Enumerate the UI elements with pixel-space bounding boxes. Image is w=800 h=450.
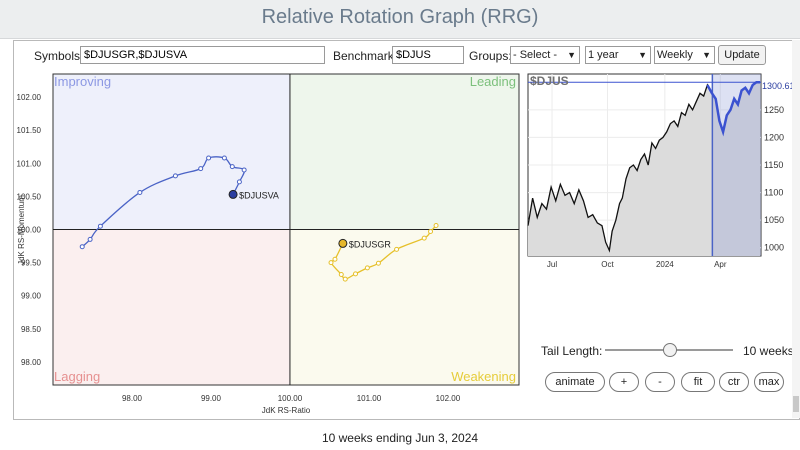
y-tick-label: 102.00 bbox=[17, 93, 42, 102]
series-tail-point bbox=[172, 173, 178, 179]
benchmark-area-fill bbox=[528, 82, 761, 256]
update-button[interactable]: Update bbox=[718, 45, 766, 65]
y-tick-label: 99.00 bbox=[21, 292, 42, 301]
benchmark-x-tick-label: 2024 bbox=[656, 260, 674, 269]
x-tick-label: 102.00 bbox=[436, 394, 461, 403]
tail-length-label: Tail Length: bbox=[541, 344, 603, 358]
series-tail-point bbox=[364, 265, 370, 271]
benchmark-y-tick-label: 1250 bbox=[764, 105, 784, 115]
series-tail-point bbox=[328, 260, 334, 266]
benchmark-x-tick-label: Apr bbox=[714, 260, 727, 269]
quadrant-label-leading: Leading bbox=[470, 74, 516, 89]
series-tail-point bbox=[221, 155, 227, 161]
benchmark-y-tick-label: 1100 bbox=[764, 188, 783, 198]
benchmark-symbol: $DJUS bbox=[530, 74, 569, 88]
chevron-down-icon: ▼ bbox=[567, 50, 576, 60]
y-tick-label: 101.00 bbox=[17, 159, 42, 168]
center-button[interactable]: ctr bbox=[719, 372, 749, 392]
frequency-select[interactable]: Weekly ▼ bbox=[654, 46, 715, 64]
quadrant-label-improving: Improving bbox=[54, 74, 111, 89]
y-tick-label: 100.00 bbox=[17, 226, 42, 235]
frequency-select-value: Weekly bbox=[657, 49, 693, 61]
series-tail-point bbox=[236, 179, 242, 185]
groups-select-value: - Select - bbox=[513, 49, 558, 61]
series-tail-point bbox=[353, 271, 359, 277]
scrollbar[interactable] bbox=[792, 40, 800, 418]
benchmark-label: Benchmark: bbox=[333, 49, 398, 63]
zoom-in-button[interactable]: + bbox=[609, 372, 639, 392]
series-tail-point bbox=[338, 271, 344, 277]
x-tick-label: 99.00 bbox=[201, 394, 222, 403]
benchmark-line-highlight bbox=[706, 81, 761, 137]
series-tail-point bbox=[97, 223, 103, 229]
series-tail-point bbox=[433, 223, 439, 229]
series-tail-point bbox=[241, 167, 247, 173]
quadrant-leading bbox=[289, 74, 519, 230]
y-tick-label: 98.50 bbox=[21, 325, 42, 334]
tail-length-slider-thumb[interactable] bbox=[663, 343, 677, 357]
series-tail-point bbox=[198, 166, 204, 172]
max-button[interactable]: max bbox=[754, 372, 784, 392]
series-tail-point bbox=[332, 256, 338, 262]
chevron-down-icon: ▼ bbox=[638, 50, 647, 60]
fit-button[interactable]: fit bbox=[681, 372, 715, 392]
quadrant-lagging bbox=[53, 229, 290, 385]
groups-label: Groups: bbox=[469, 49, 512, 63]
series-tail-point bbox=[421, 235, 427, 241]
period-select-value: 1 year bbox=[588, 49, 619, 61]
page-title: Relative Rotation Graph (RRG) bbox=[261, 6, 539, 28]
quadrant-weakening bbox=[289, 229, 519, 385]
scrollbar-thumb[interactable] bbox=[793, 396, 799, 412]
benchmark-input[interactable] bbox=[392, 46, 464, 64]
series-tail-point bbox=[79, 244, 85, 250]
x-tick-label: 101.00 bbox=[357, 394, 382, 403]
footer-caption: 10 weeks ending Jun 3, 2024 bbox=[321, 431, 479, 445]
series-tail-point bbox=[229, 164, 235, 170]
benchmark-y-tick-label: 1050 bbox=[764, 215, 784, 225]
benchmark-line bbox=[527, 83, 713, 253]
x-axis-label: JdK RS-Ratio bbox=[262, 406, 311, 415]
quadrant-label-weakening: Weakening bbox=[451, 369, 516, 384]
series-tail-point bbox=[375, 260, 381, 266]
groups-select[interactable]: - Select - ▼ bbox=[510, 46, 580, 64]
benchmark-last-value: 1300.61 bbox=[762, 81, 795, 91]
series-label: $DJUSGR bbox=[349, 239, 392, 249]
quadrant-improving bbox=[53, 74, 290, 230]
benchmark-y-tick-label: 1200 bbox=[764, 132, 784, 142]
series-head-point bbox=[228, 189, 238, 199]
series-tail-point bbox=[394, 246, 400, 252]
tail-length-value: 10 weeks bbox=[743, 344, 794, 358]
symbols-label: Symbols: bbox=[34, 49, 84, 63]
chevron-down-icon: ▼ bbox=[702, 50, 711, 60]
animate-button[interactable]: animate bbox=[545, 372, 605, 392]
y-tick-label: 99.50 bbox=[21, 259, 42, 268]
quadrant-label-lagging: Lagging bbox=[54, 369, 100, 384]
x-tick-label: 98.00 bbox=[122, 394, 143, 403]
series-head-point bbox=[338, 238, 348, 248]
y-tick-label: 100.50 bbox=[17, 192, 42, 201]
period-select[interactable]: 1 year ▼ bbox=[585, 46, 651, 64]
series-tail-point bbox=[87, 236, 93, 242]
benchmark-x-tick-label: Oct bbox=[601, 260, 614, 269]
series-tail-point bbox=[428, 228, 434, 234]
x-tick-label: 100.00 bbox=[278, 394, 303, 403]
title-bar: Relative Rotation Graph (RRG) bbox=[0, 0, 800, 39]
benchmark-y-tick-label: 1000 bbox=[764, 243, 784, 253]
series-label: $DJUSVA bbox=[239, 190, 279, 200]
symbols-input[interactable] bbox=[80, 46, 325, 64]
y-tick-label: 98.00 bbox=[21, 358, 42, 367]
zoom-out-button[interactable]: - bbox=[645, 372, 675, 392]
series-tail-point bbox=[342, 276, 348, 282]
benchmark-y-tick-label: 1150 bbox=[764, 160, 783, 170]
y-axis-label: JdK RS-Momentum bbox=[17, 195, 26, 265]
series-tail-point bbox=[137, 189, 143, 195]
series-tail-point bbox=[206, 155, 212, 161]
y-tick-label: 101.50 bbox=[17, 126, 42, 135]
benchmark-x-tick-label: Jul bbox=[547, 260, 557, 269]
